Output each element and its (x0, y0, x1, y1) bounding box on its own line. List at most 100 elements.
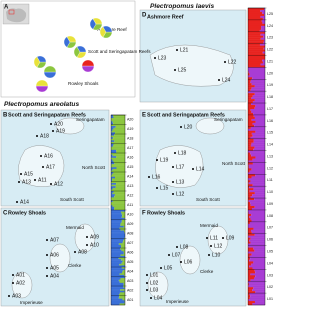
strip-label: A20 (127, 118, 133, 122)
admixture-bar (260, 15, 265, 19)
site-dot (160, 267, 162, 269)
pie-slice (36, 55, 47, 63)
admixture-bar (124, 274, 125, 277)
site-label: A07 (50, 237, 59, 243)
admixture-bar (114, 208, 125, 211)
admixture-bar (124, 230, 125, 233)
strip-label: L24 (267, 24, 273, 28)
strip-label: A10 (127, 213, 133, 217)
admixture-bar (111, 132, 116, 135)
admixture-bar (251, 110, 265, 114)
place-label: Imperieuse (166, 299, 189, 304)
site-dot (146, 282, 148, 284)
admixture-bar (248, 37, 261, 40)
admixture-bar (248, 9, 261, 13)
strip-label: L03 (267, 273, 273, 277)
site-label: L19 (160, 157, 169, 163)
pie-slice (76, 45, 87, 53)
admixture-bar (254, 192, 265, 195)
admixture-bar (248, 227, 254, 230)
site-label: A10 (90, 242, 99, 248)
admixture-bar (120, 278, 125, 280)
admixture-bar (248, 271, 256, 274)
admixture-bar (248, 67, 265, 70)
admixture-bar (259, 29, 265, 32)
admixture-bar (113, 115, 125, 117)
admixture-bar (118, 243, 125, 246)
admixture-bar (248, 235, 265, 238)
australia (6, 8, 27, 23)
admixture-bar (111, 243, 119, 246)
site-label: A02 (16, 280, 25, 286)
site-dot (180, 261, 182, 263)
place-label: Imperieuse (20, 300, 43, 305)
admixture-bar (120, 248, 125, 250)
admixture-bar (248, 91, 265, 94)
admixture-bar (111, 192, 113, 195)
admixture-bar (113, 122, 125, 125)
strip-label: L20 (267, 71, 273, 75)
admixture-bar (251, 118, 265, 122)
site-dot (222, 237, 224, 239)
admixture-bar (248, 303, 253, 306)
admixture-bar (248, 150, 265, 153)
admixture-bar (248, 110, 252, 114)
admixture-bar (248, 158, 253, 161)
site-dot (192, 168, 194, 170)
admixture-bar (248, 166, 249, 169)
admixture-bar (253, 148, 265, 151)
admixture-bar (119, 227, 125, 230)
admixture-bar (111, 284, 124, 287)
site-label: L06 (184, 259, 193, 265)
admixture-bar (248, 87, 252, 90)
site-dot (206, 237, 208, 239)
admixture-bar (254, 107, 265, 110)
admixture-bar (111, 203, 125, 206)
site-label: L12 (176, 191, 185, 197)
admixture-bar (113, 127, 125, 130)
panel-label: B (3, 113, 8, 119)
admixture-bar (111, 134, 115, 136)
admixture-bar (248, 178, 265, 181)
admixture-bar (121, 213, 125, 215)
admixture-bar (250, 180, 265, 183)
admixture-bar (251, 213, 265, 217)
admixture-bar (248, 259, 250, 262)
admixture-bar (111, 168, 113, 171)
admixture-bar (248, 83, 252, 86)
strip-label: L17 (267, 107, 273, 111)
admixture-bar (111, 303, 120, 306)
admixture-bar (263, 35, 265, 38)
site-label: L02 (150, 280, 159, 286)
admixture-bar (248, 182, 265, 185)
admixture-bar (248, 116, 255, 120)
site-label: A04 (50, 273, 59, 279)
admixture-bar (251, 97, 265, 100)
admixture-bar (111, 197, 125, 200)
admixture-bar (111, 219, 122, 222)
admixture-bar (252, 134, 265, 137)
admixture-bar (248, 39, 264, 42)
admixture-bar (248, 295, 251, 298)
admixture-bar (111, 126, 116, 128)
admixture-bar (111, 137, 114, 139)
admixture-bar (248, 211, 265, 215)
admixture-bar (248, 23, 265, 27)
admixture-bar (248, 130, 256, 133)
strip-label: L16 (267, 119, 273, 123)
admixture-bar (248, 53, 265, 56)
admixture-bar (111, 172, 114, 174)
site-dot (18, 181, 20, 183)
site-dot (168, 254, 170, 256)
admixture-bar (248, 174, 256, 177)
pie-slice (35, 85, 49, 93)
strip-label: L21 (267, 59, 273, 63)
admixture-bar (248, 243, 265, 246)
site-dot (172, 166, 174, 168)
panel-label: F (142, 211, 146, 217)
admixture-bar (262, 59, 265, 62)
admixture-bar (249, 73, 265, 76)
site-label: L01 (150, 272, 159, 278)
site-dot (36, 135, 38, 137)
admixture-bar (254, 146, 265, 149)
